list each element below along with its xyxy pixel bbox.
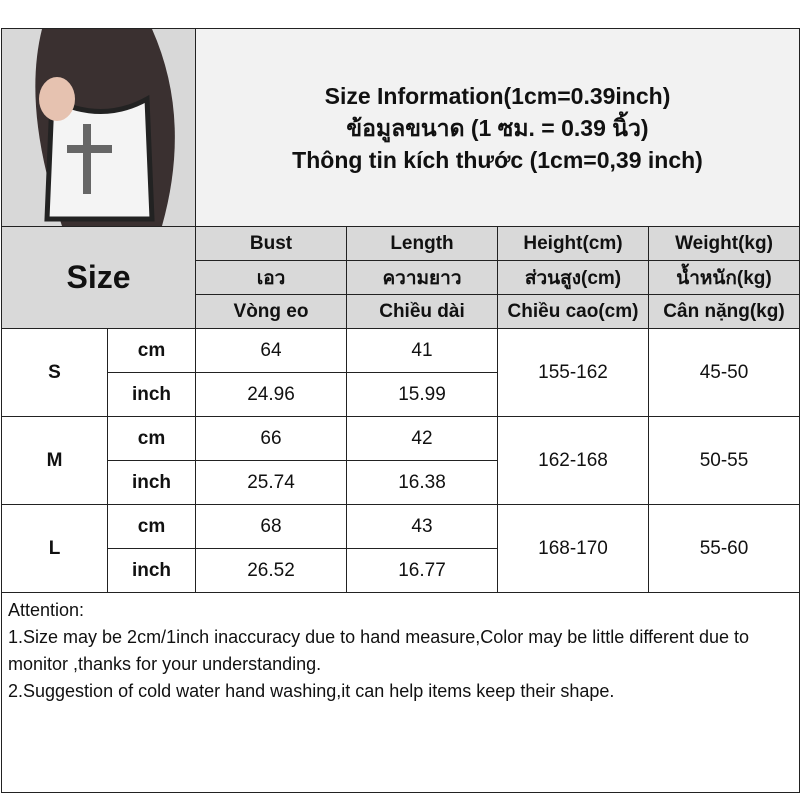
bust-value: 24.96 [195, 372, 347, 417]
unit-label-inch: inch [107, 372, 196, 417]
column-header-en: Height(cm) [497, 226, 649, 261]
column-header-en: Weight(kg) [648, 226, 800, 261]
column-header-vi: Chiều cao(cm) [497, 294, 649, 329]
length-value: 43 [346, 504, 498, 549]
size-label: L [1, 504, 108, 593]
length-value: 15.99 [346, 372, 498, 417]
size-header: Size [1, 226, 196, 329]
bust-value: 26.52 [195, 548, 347, 593]
product-photo [1, 28, 196, 227]
column-header-th: ส่วนสูง(cm) [497, 260, 649, 295]
title-thai: ข้อมูลขนาด (1 ซม. = 0.39 นิ้ว) [346, 114, 649, 141]
weight-range: 45-50 [648, 328, 800, 417]
title-vietnamese: Thông tin kích thước (1cm=0,39 inch) [292, 146, 703, 173]
unit-label-cm: cm [107, 416, 196, 461]
title-english: Size Information(1cm=0.39inch) [324, 82, 671, 109]
bust-value: 25.74 [195, 460, 347, 505]
column-header-th: ความยาว [346, 260, 498, 295]
unit-label-inch: inch [107, 548, 196, 593]
product-photo-image [2, 29, 195, 226]
column-header-vi: Vòng eo [195, 294, 347, 329]
attention-line-2: 2.Suggestion of cold water hand washing,… [8, 681, 615, 701]
bust-value: 64 [195, 328, 347, 373]
unit-label-cm: cm [107, 504, 196, 549]
length-value: 41 [346, 328, 498, 373]
length-value: 16.38 [346, 460, 498, 505]
bust-value: 66 [195, 416, 347, 461]
length-value: 16.77 [346, 548, 498, 593]
attention-line-1: 1.Size may be 2cm/1inch inaccuracy due t… [8, 627, 750, 674]
column-header-vi: Cân nặng(kg) [648, 294, 800, 329]
weight-range: 50-55 [648, 416, 800, 505]
size-information-title: Size Information(1cm=0.39inch) ข้อมูลขนา… [195, 28, 800, 227]
attention-heading: Attention: [8, 600, 85, 620]
height-range: 162-168 [497, 416, 649, 505]
size-label: M [1, 416, 108, 505]
height-range: 168-170 [497, 504, 649, 593]
column-header-en: Length [346, 226, 498, 261]
height-range: 155-162 [497, 328, 649, 417]
attention-notes: Attention: 1.Size may be 2cm/1inch inacc… [1, 592, 800, 793]
column-header-en: Bust [195, 226, 347, 261]
size-label: S [1, 328, 108, 417]
length-value: 42 [346, 416, 498, 461]
unit-label-inch: inch [107, 460, 196, 505]
column-header-vi: Chiều dài [346, 294, 498, 329]
column-header-th: เอว [195, 260, 347, 295]
unit-label-cm: cm [107, 328, 196, 373]
weight-range: 55-60 [648, 504, 800, 593]
bust-value: 68 [195, 504, 347, 549]
column-header-th: น้ำหนัก(kg) [648, 260, 800, 295]
